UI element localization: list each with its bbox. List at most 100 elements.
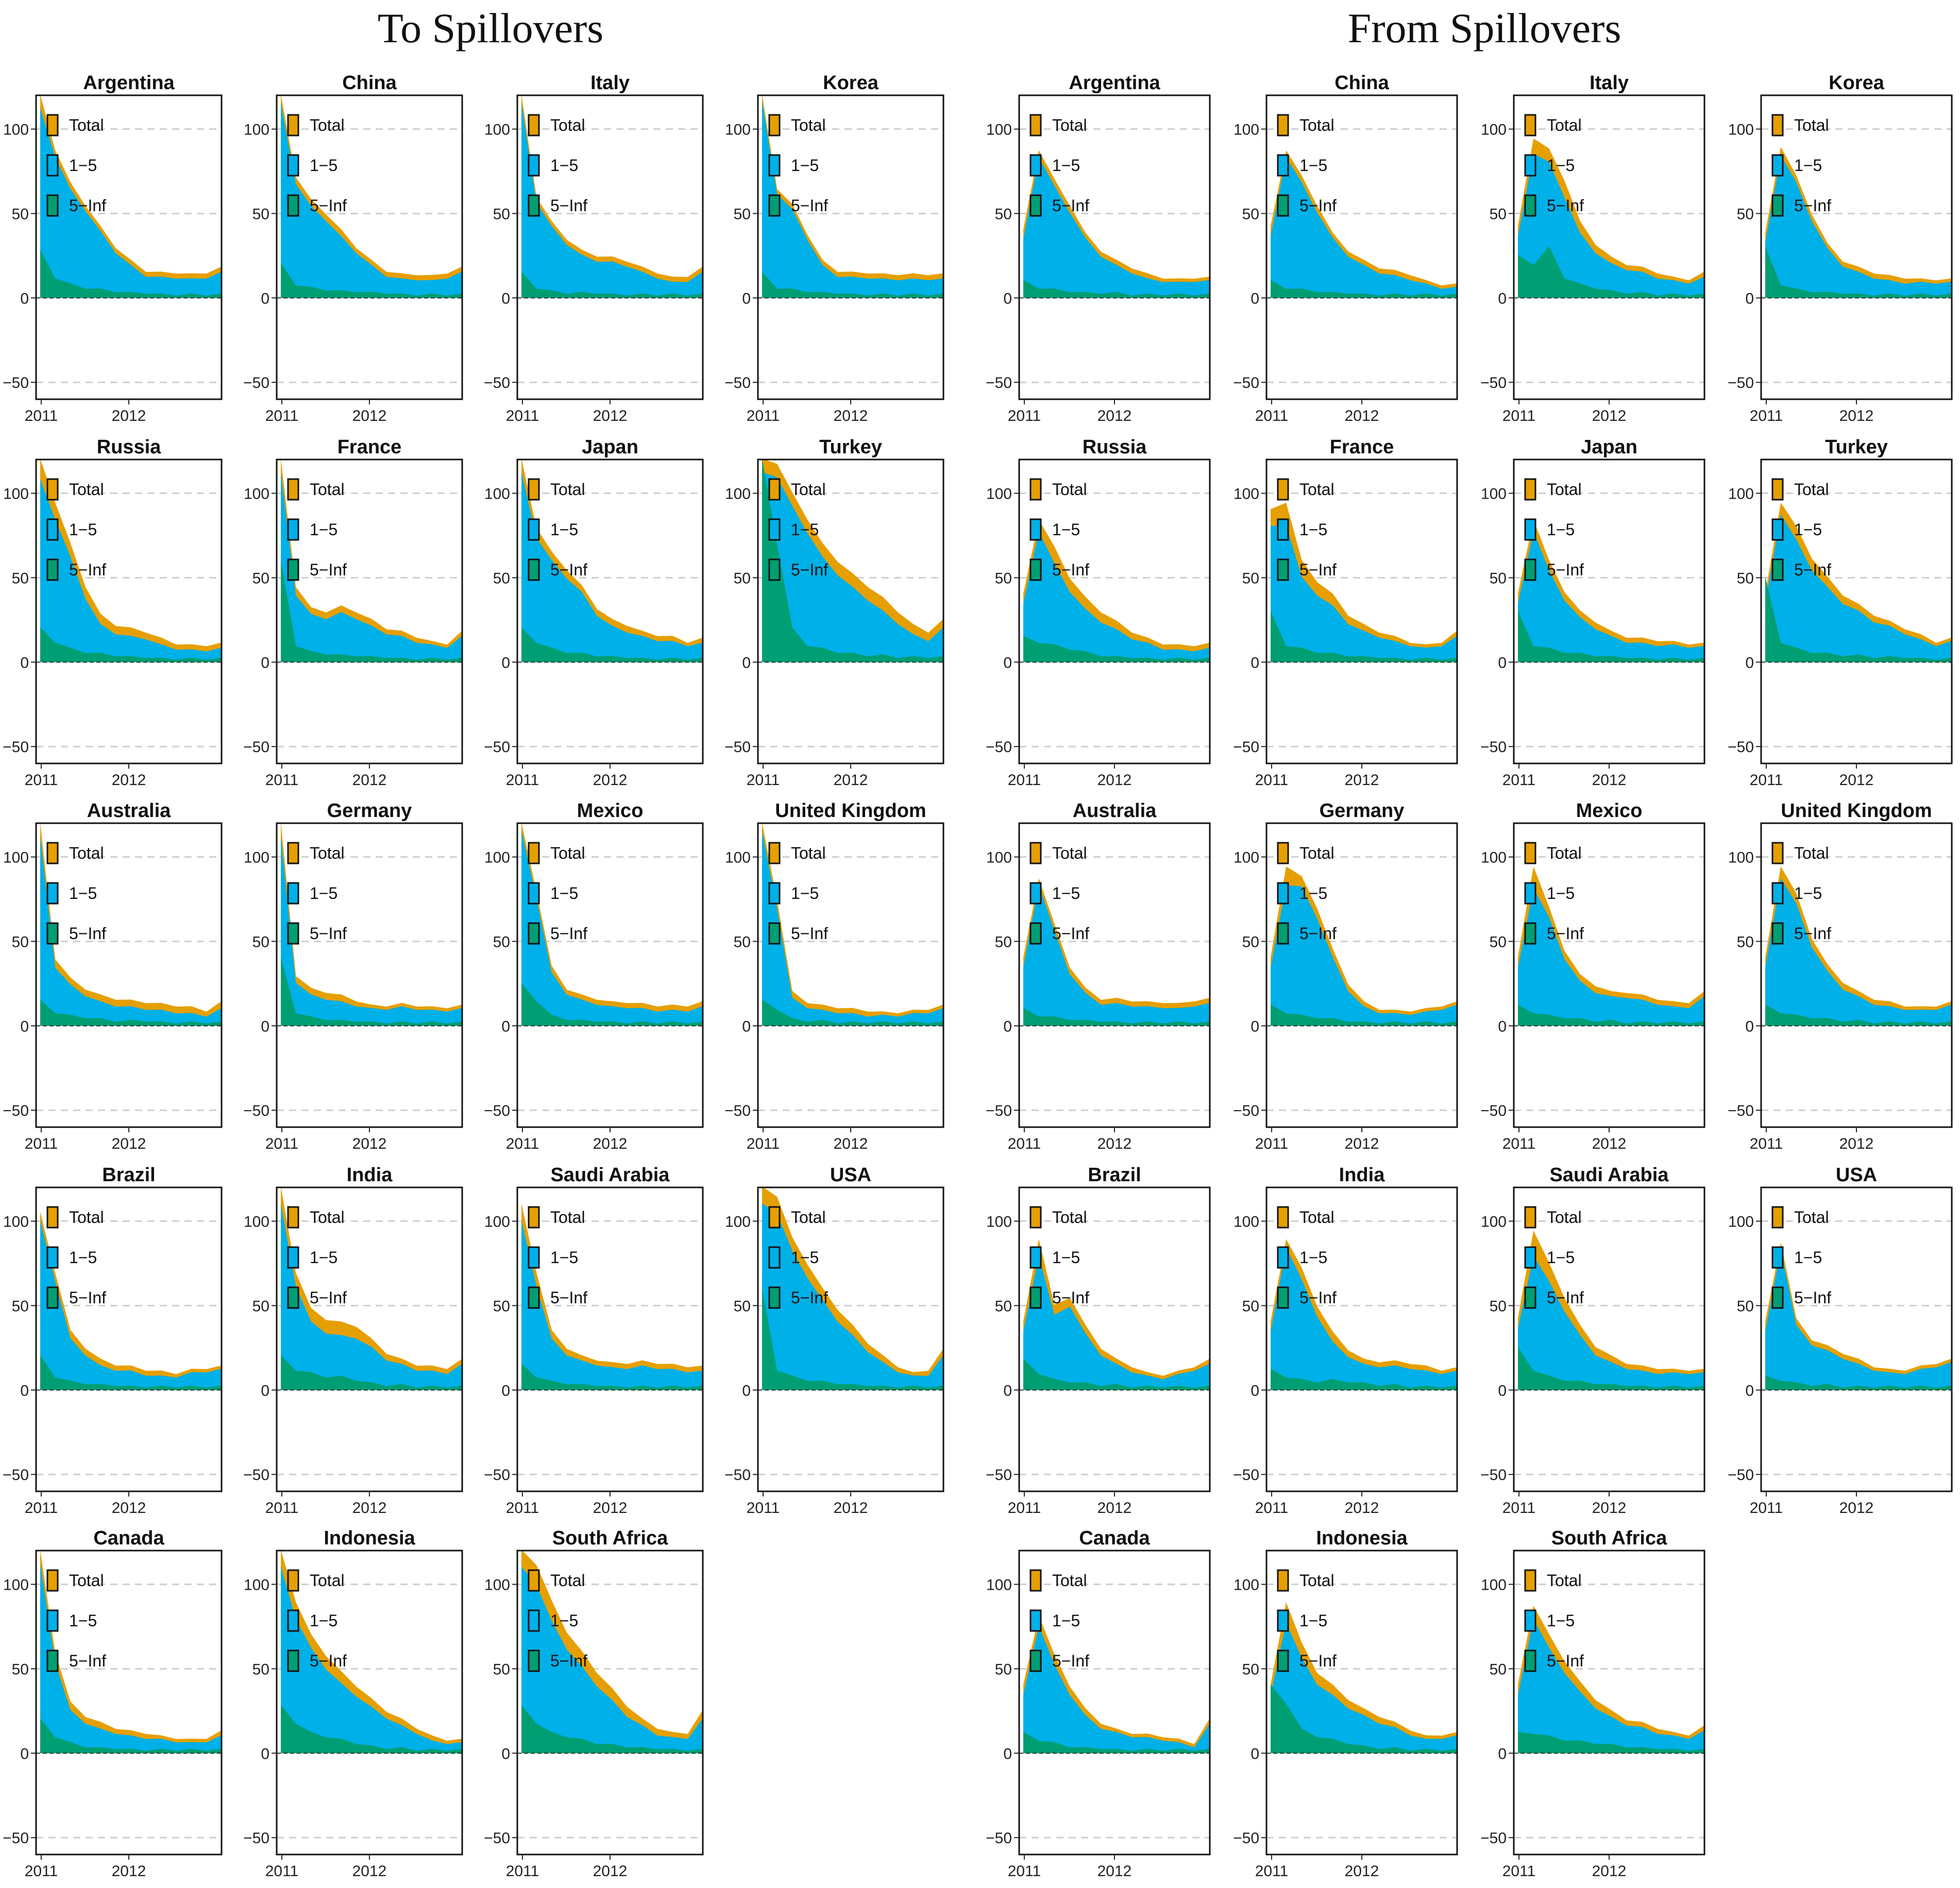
y-tick-label: 0 xyxy=(261,290,269,307)
legend-label: 5−Inf xyxy=(1299,1288,1337,1307)
x-tick-label: 2012 xyxy=(352,1135,387,1152)
panel-to-spillovers-united-kingdom: United Kingdom 100 50 0 −50 2011 2012 Total 1−5 5… xyxy=(724,800,944,1152)
area-1-5 xyxy=(521,1566,703,1754)
area-1-5 xyxy=(1765,1249,1952,1390)
y-tick-label: 50 xyxy=(493,1298,510,1315)
y-tick-label: 100 xyxy=(484,1577,510,1594)
panel-from-spillovers-united-kingdom: United Kingdom 100 50 0 −50 2011 2012 Total 1−5 5… xyxy=(1728,800,1953,1152)
x-tick-label: 2011 xyxy=(25,1863,58,1880)
legend-label: Total xyxy=(69,1208,104,1227)
legend-swatch-5-inf xyxy=(528,194,540,217)
legend-swatch-5-inf xyxy=(1029,1286,1042,1309)
legend-label: Total xyxy=(69,480,104,499)
area-5-inf xyxy=(762,999,943,1026)
area-1-5 xyxy=(1023,1626,1210,1754)
panel-to-spillovers-canada: Canada 100 50 0 −50 2011 2012 Total 1−5 5−Inf xyxy=(3,1527,223,1880)
legend-label: 5−Inf xyxy=(310,1288,347,1307)
y-tick-label: 100 xyxy=(1234,849,1259,866)
panel-from-spillovers-france: France 100 50 0 −50 2011 2012 Total 1−5 5−Inf xyxy=(1233,436,1458,789)
legend-swatch-5-inf xyxy=(528,922,540,945)
y-tick-label: −50 xyxy=(3,739,29,756)
y-tick-label: −50 xyxy=(724,739,751,756)
legend-swatch-1-5 xyxy=(46,518,59,541)
y-tick-label: 100 xyxy=(725,849,751,866)
panel-title: Russia xyxy=(1083,436,1147,458)
legend-swatch-total xyxy=(528,1206,540,1229)
legend-swatch-total xyxy=(1029,1569,1042,1592)
legend-label: 5−Inf xyxy=(69,1652,106,1670)
y-tick-label: 100 xyxy=(1234,1577,1259,1594)
area-5-inf xyxy=(1518,1347,1704,1390)
area-1-5 xyxy=(762,830,943,1026)
x-tick-label: 2012 xyxy=(1839,407,1874,424)
y-tick-label: 100 xyxy=(3,122,29,139)
area-5-inf xyxy=(1765,246,1952,298)
area-5-inf xyxy=(762,271,943,298)
x-tick-label: 2011 xyxy=(506,772,539,789)
y-tick-label: −50 xyxy=(3,1102,29,1119)
x-tick-label: 2012 xyxy=(1592,1500,1627,1517)
legend-label: 1−5 xyxy=(1299,156,1327,175)
x-tick-label: 2012 xyxy=(1839,1500,1874,1517)
y-tick-label: 100 xyxy=(244,1214,269,1231)
panel-from-spillovers-mexico: Mexico 100 50 0 −50 2011 2012 Total 1−5 5−Inf xyxy=(1480,800,1705,1152)
panel-title: Argentina xyxy=(1069,72,1160,94)
y-tick-label: 100 xyxy=(484,122,510,139)
panel-title: South Africa xyxy=(552,1527,668,1549)
legend-label: Total xyxy=(1052,844,1087,862)
x-tick-label: 2011 xyxy=(1255,1500,1289,1517)
legend-label: Total xyxy=(1794,1208,1829,1227)
panel-title: Canada xyxy=(93,1527,164,1549)
y-tick-label: −50 xyxy=(243,1830,269,1847)
legend-swatch-1-5 xyxy=(46,882,59,905)
y-tick-label: 50 xyxy=(493,933,510,950)
legend-label: 1−5 xyxy=(310,520,337,539)
y-tick-label: 0 xyxy=(20,654,29,671)
legend-label: 1−5 xyxy=(69,1248,97,1267)
x-tick-label: 2012 xyxy=(593,772,628,789)
legend-label: 1−5 xyxy=(69,1611,97,1630)
legend-swatch-1-5 xyxy=(768,882,781,905)
panel-to-spillovers-argentina: Argentina 100 50 0 −50 2011 2012 Total 1−5 5−Inf xyxy=(3,72,223,424)
y-tick-label: −50 xyxy=(986,1467,1012,1484)
area-5-inf xyxy=(1023,1008,1210,1026)
area-1-5 xyxy=(1518,888,1704,1026)
area-5-inf xyxy=(1271,1005,1457,1026)
legend-label: Total xyxy=(310,116,345,134)
y-tick-label: 0 xyxy=(742,654,751,671)
legend-swatch-total xyxy=(1771,842,1784,864)
x-tick-label: 2011 xyxy=(1750,1135,1783,1152)
panel-title: Italy xyxy=(1590,72,1629,94)
legend-swatch-total xyxy=(1524,1206,1536,1229)
x-tick-label: 2011 xyxy=(506,407,539,424)
x-tick-label: 2012 xyxy=(1592,772,1627,789)
y-tick-label: 50 xyxy=(1737,206,1754,223)
y-tick-label: 0 xyxy=(501,290,510,307)
legend-swatch-total xyxy=(1771,478,1784,501)
y-tick-label: 100 xyxy=(1234,486,1259,503)
panel-to-spillovers-russia: Russia 100 50 0 −50 2011 2012 Total 1−5 5−Inf xyxy=(3,436,223,789)
panel-title: United Kingdom xyxy=(1781,800,1932,822)
legend-swatch-1-5 xyxy=(1524,1246,1536,1269)
legend-label: Total xyxy=(1299,480,1334,499)
legend-label: 1−5 xyxy=(1299,520,1327,539)
x-tick-label: 2011 xyxy=(25,772,58,789)
area-1-5 xyxy=(281,472,462,662)
legend-swatch-1-5 xyxy=(528,518,540,541)
panel-to-spillovers-mexico: Mexico 100 50 0 −50 2011 2012 Total 1−5 5−Inf xyxy=(484,800,704,1152)
legend-swatch-5-inf xyxy=(1277,1649,1289,1672)
panel-to-spillovers-germany: Germany 100 50 0 −50 2011 2012 Total 1−5 5−Inf xyxy=(243,800,463,1152)
legend-label: Total xyxy=(1547,1208,1582,1227)
y-tick-label: 0 xyxy=(1498,290,1507,307)
legend-label: Total xyxy=(1299,1208,1334,1227)
legend-label: 1−5 xyxy=(1547,884,1575,903)
to-spillovers-title: To Spillovers xyxy=(377,5,604,52)
legend-label: 1−5 xyxy=(1299,1611,1327,1630)
legend-label: 1−5 xyxy=(1794,1248,1822,1267)
y-tick-label: 0 xyxy=(20,1382,29,1399)
y-tick-label: 50 xyxy=(734,933,751,950)
panel-title: United Kingdom xyxy=(775,800,926,822)
legend-swatch-5-inf xyxy=(1771,194,1784,217)
legend-swatch-total xyxy=(1771,1206,1784,1229)
area-1-5 xyxy=(1023,531,1210,662)
